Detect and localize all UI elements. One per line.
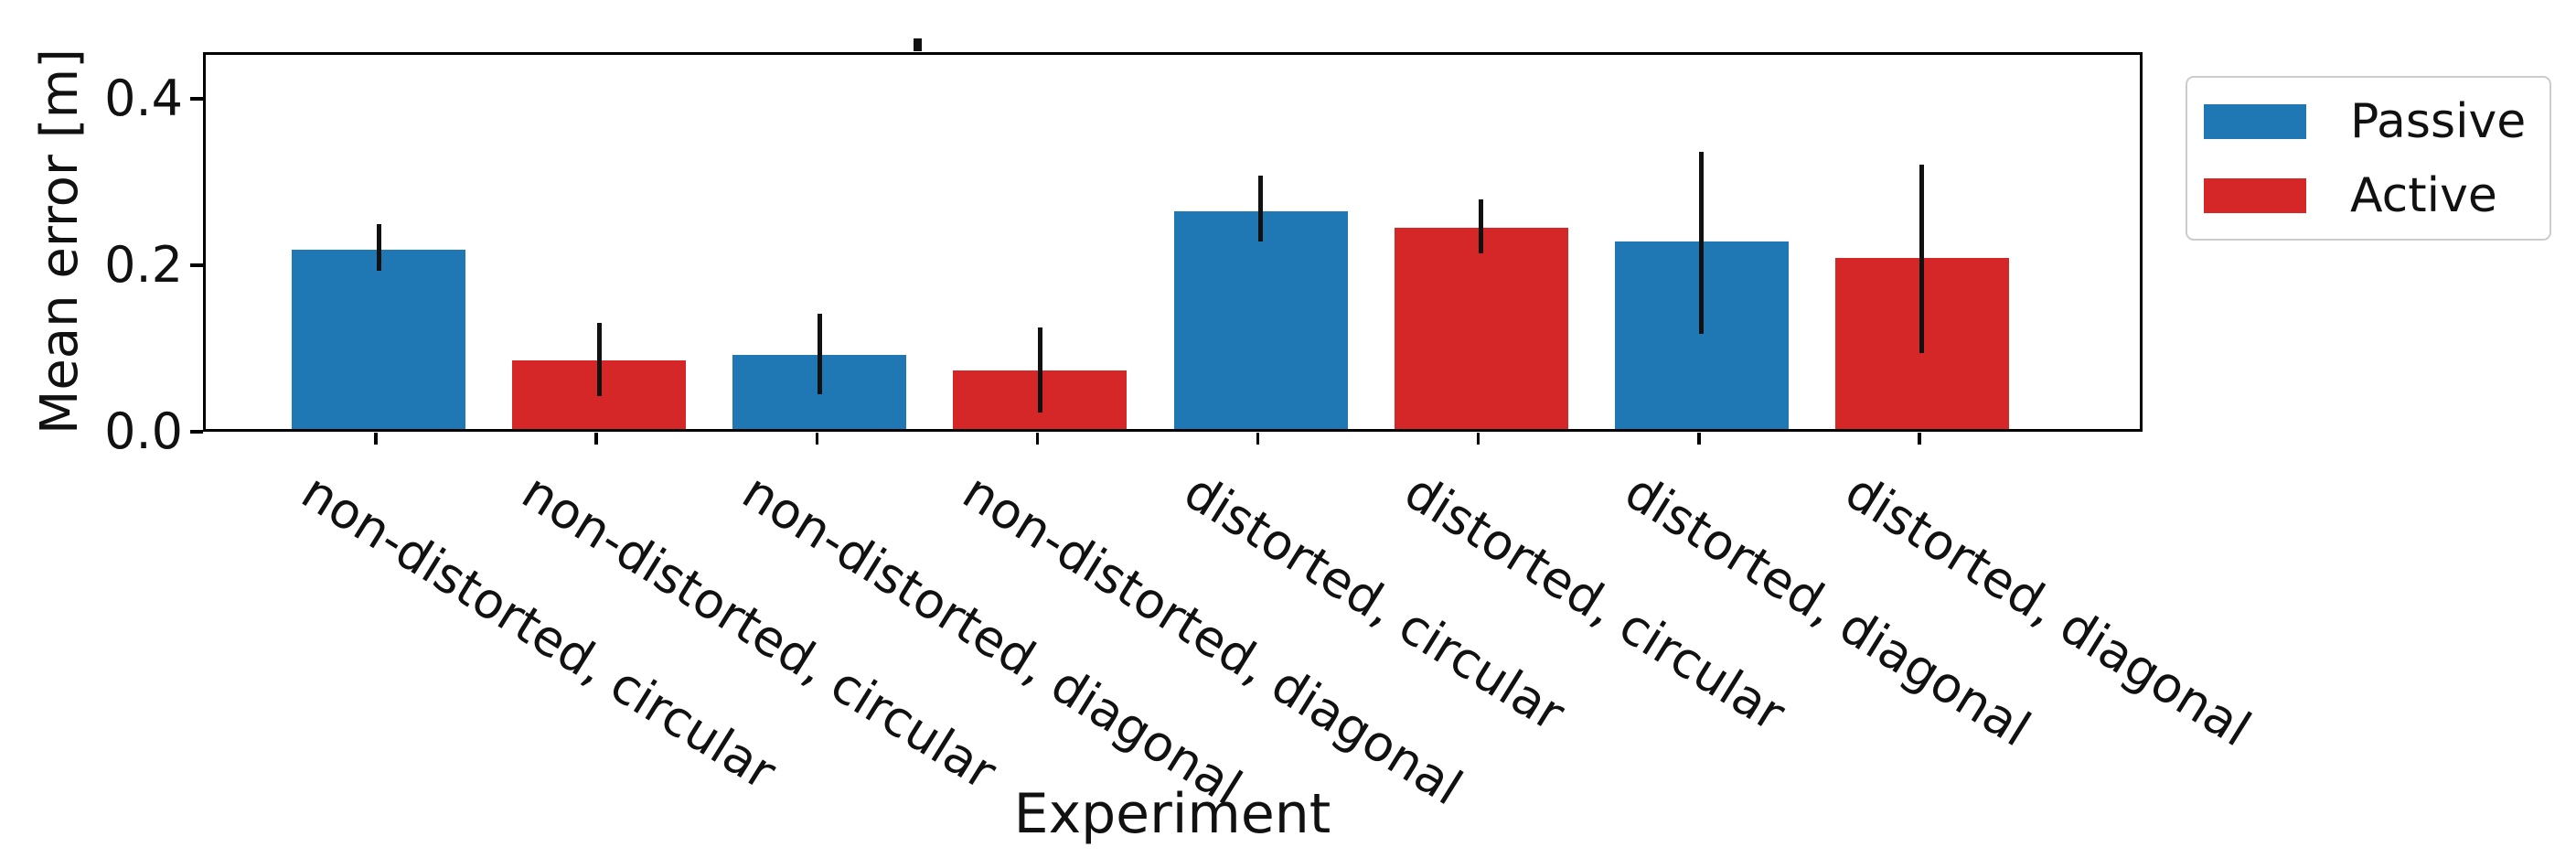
x-tick	[1035, 433, 1040, 445]
bar	[292, 250, 465, 429]
error-bar	[1919, 164, 1925, 354]
y-tick-label: 0.4	[104, 69, 183, 127]
x-tick	[1476, 433, 1480, 445]
bar	[1173, 210, 1348, 429]
bar	[1394, 227, 1568, 429]
legend-swatch	[2204, 104, 2306, 139]
error-bar	[1479, 198, 1484, 253]
error-bar	[376, 224, 381, 272]
x-tick-label: distorted, diagonal	[1615, 462, 2040, 758]
y-tick-label: 0.0	[104, 402, 183, 460]
x-tick	[1256, 433, 1260, 445]
plot-area	[203, 52, 2143, 432]
y-tick	[190, 97, 203, 101]
y-tick	[190, 263, 203, 267]
y-tick-label: 0.2	[104, 235, 183, 294]
y-tick	[190, 430, 203, 434]
error-bar	[1258, 176, 1264, 242]
legend-swatch	[2204, 178, 2306, 213]
title-marker	[914, 38, 922, 51]
x-tick-label: distorted, circular	[1394, 462, 1795, 743]
legend-label: Active	[2350, 168, 2497, 223]
error-bar	[1037, 327, 1042, 413]
x-axis-label: Experiment	[1013, 782, 1331, 846]
error-bar	[596, 323, 602, 396]
error-bar	[817, 314, 822, 394]
legend-label: Passive	[2350, 94, 2527, 149]
x-tick	[1918, 433, 1921, 445]
x-tick	[815, 433, 819, 445]
x-tick-label: distorted, circular	[1173, 462, 1575, 743]
legend: Passive Active	[2186, 76, 2551, 241]
x-tick	[594, 433, 598, 445]
x-tick-label: distorted, diagonal	[1835, 462, 2261, 758]
x-tick	[1697, 433, 1701, 445]
x-tick	[374, 433, 378, 445]
error-bar	[1699, 151, 1705, 335]
